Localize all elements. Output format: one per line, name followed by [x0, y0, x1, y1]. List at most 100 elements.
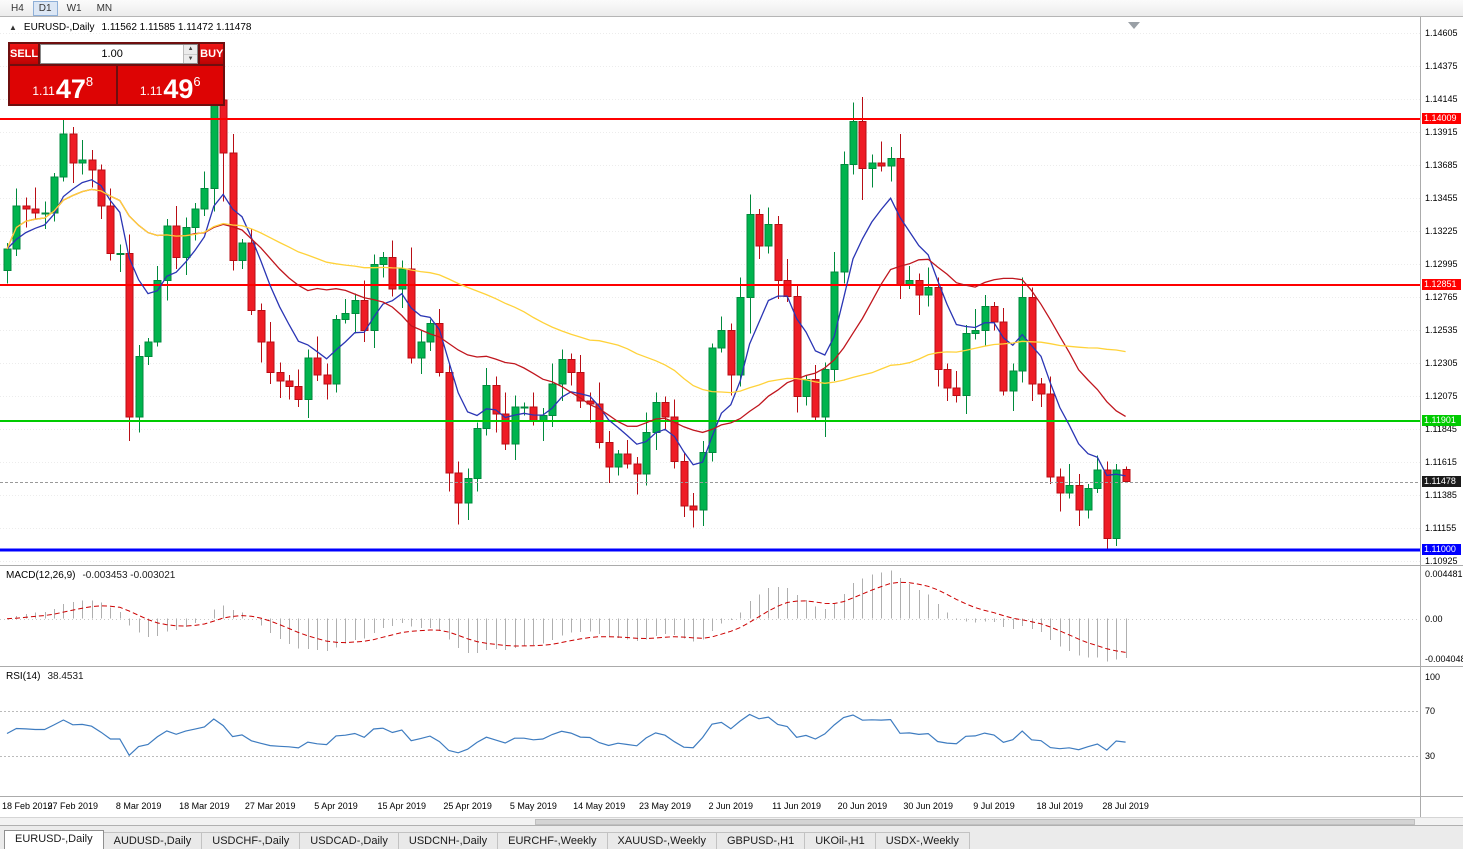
- chart-tab[interactable]: USDCHF-,Daily: [201, 832, 301, 849]
- price-scale-label: 1.14375: [1425, 61, 1458, 72]
- time-scale-label: 5 Apr 2019: [314, 801, 358, 811]
- price-scale-label: 1.12535: [1425, 325, 1458, 336]
- volume-increase-button[interactable]: ▲: [184, 45, 198, 55]
- chart-ohlc-values: 1.11562 1.11585 1.11472 1.11478: [101, 22, 252, 33]
- candles-layer: [3, 83, 1131, 549]
- time-scale-label: 8 Mar 2019: [115, 801, 162, 811]
- macd-scale-label: 0.004481: [1425, 569, 1463, 579]
- timeframe-button-d1[interactable]: D1: [32, 0, 58, 16]
- sell-price-small: 1.11: [32, 84, 55, 98]
- chart-tab[interactable]: UKOil-,H1: [804, 832, 876, 849]
- one-click-quote-row: 1.11 47 8 1.11 49 6: [10, 66, 223, 104]
- chart-tab[interactable]: EURCHF-,Weekly: [497, 832, 608, 849]
- price-scale-label: 1.11615: [1425, 456, 1457, 467]
- rsi-scale-label: 70: [1425, 705, 1436, 716]
- price-scale-label: 1.12765: [1425, 292, 1458, 303]
- price-scale-label: 1.14605: [1425, 28, 1458, 39]
- pane-separator: [0, 666, 1463, 667]
- timeframe-button-h4[interactable]: H4: [11, 2, 24, 14]
- buy-price-sup: 6: [193, 74, 201, 89]
- horizontal-level-lines: [0, 118, 1421, 552]
- rsi-header: RSI(14) 38.4531: [6, 671, 84, 682]
- level-price-tag: 1.11901: [1422, 414, 1461, 426]
- time-scale-label: 18 Jul 2019: [1036, 801, 1084, 811]
- time-scale-label: 30 Jun 2019: [903, 801, 953, 811]
- price-scale-label: 1.14145: [1425, 94, 1458, 105]
- time-scale[interactable]: 18 Feb 2019 27 Feb 2019 8 Mar 2019 18 Mar 2…: [0, 797, 1421, 817]
- level-price-tag: 1.14009: [1422, 112, 1461, 124]
- level-price-tag: 1.12851: [1422, 278, 1461, 290]
- chart-caption: ▲ EURUSD-,Daily 1.11562 1.11585 1.11472 …: [9, 22, 251, 33]
- macd-pane-canvas[interactable]: [0, 566, 1421, 666]
- time-scale-label: 2 Jun 2019: [708, 801, 754, 811]
- bid-price-tag: 1.11478: [1422, 475, 1461, 487]
- volume-decrease-button[interactable]: ▼: [184, 54, 198, 63]
- sell-quote-button[interactable]: 1.11 47 8: [10, 66, 116, 104]
- macd-signal-line: [6, 581, 1126, 653]
- sell-button[interactable]: SELL: [10, 44, 39, 64]
- price-scale-label: 1.12995: [1425, 259, 1458, 270]
- sell-price-big: 47: [55, 74, 86, 105]
- price-scale-label: 1.12075: [1425, 391, 1458, 401]
- spin-up-icon: ▲: [187, 46, 194, 53]
- time-scale-label: 28 Jul 2019: [1102, 801, 1149, 811]
- time-scale-label: 27 Feb 2019: [47, 801, 99, 811]
- buy-quote-button[interactable]: 1.11 49 6: [117, 66, 223, 105]
- time-scale-label: 20 Jun 2019: [837, 801, 888, 811]
- ma-line: [6, 188, 1126, 394]
- price-scale-label: 1.13455: [1425, 193, 1458, 204]
- scrollbar-thumb[interactable]: [535, 819, 1415, 825]
- price-scale-label: 1.11155: [1425, 522, 1457, 533]
- spin-down-icon: ▼: [187, 55, 194, 62]
- time-scale-label: 23 May 2019: [638, 801, 692, 811]
- chart-symbol-title: EURUSD-,Daily: [23, 22, 95, 33]
- rsi-pane-canvas[interactable]: [0, 667, 1421, 796]
- price-scale-label: 1.13915: [1425, 127, 1458, 138]
- time-scale-label: 14 May 2019: [573, 801, 626, 811]
- timeframe-button-w1[interactable]: W1: [66, 2, 82, 14]
- time-scale-label: 15 Apr 2019: [377, 801, 427, 811]
- rsi-header-label: RSI(14): [6, 671, 41, 682]
- rsi-header-value: 38.4531: [47, 671, 84, 682]
- price-scale[interactable]: 1.14605 1.14375 1.14145 1.13915 1.13685 1.134…: [1421, 0, 1463, 817]
- time-scale-label: 9 Jul 2019: [973, 801, 1015, 811]
- chart-tab[interactable]: AUDUSD-,Daily: [102, 832, 203, 849]
- time-scale-label: 27 Mar 2019: [244, 801, 296, 811]
- rsi-scale-label: 30: [1425, 751, 1436, 762]
- price-scale-separator: [1420, 17, 1421, 817]
- chart-tab[interactable]: EURUSD-,Daily: [4, 830, 104, 849]
- chart-tab[interactable]: USDX-,Weekly: [874, 832, 970, 849]
- time-scale-label: 5 May 2019: [509, 801, 557, 811]
- timeframe-toolbar: H4 D1 W1 MN: [0, 0, 1463, 17]
- one-click-trading-panel: SELL ▲ ▼ BUY 1.11 47 8 1.11 49 6: [8, 42, 225, 106]
- price-chart-canvas[interactable]: [0, 17, 1421, 565]
- horizontal-scrollbar[interactable]: [0, 817, 1463, 825]
- time-scale-label: 18 Mar 2019: [179, 801, 230, 811]
- chart-tab[interactable]: XAUUSD-,Weekly: [606, 832, 717, 849]
- price-scale-label: 1.13225: [1425, 226, 1458, 237]
- time-scale-label: 25 Apr 2019: [443, 801, 492, 811]
- volume-field: ▲ ▼: [40, 44, 199, 64]
- one-click-toggle-icon[interactable]: ▲: [9, 23, 17, 32]
- macd-scale-label: 0.00: [1425, 613, 1443, 624]
- macd-header-values: -0.003453 -0.003021: [82, 570, 176, 581]
- level-price-tag: 1.11000: [1422, 544, 1461, 556]
- time-scale-label: 18 Feb 2019: [2, 801, 53, 811]
- one-click-top-row: SELL ▲ ▼ BUY: [10, 44, 224, 64]
- chart-tab[interactable]: USDCNH-,Daily: [397, 832, 499, 849]
- rsi-scale-label: 100: [1425, 672, 1441, 682]
- chart-tab[interactable]: GBPUSD-,H1: [715, 832, 806, 849]
- volume-input[interactable]: [41, 45, 184, 63]
- buy-price-big: 49: [163, 74, 194, 105]
- price-scale-label: 1.11845: [1425, 424, 1457, 434]
- chart-tab-bar: EURUSD-,Daily AUDUSD-,Daily USDCHF-,Daily U…: [0, 825, 1463, 849]
- price-scale-label: 1.11385: [1425, 489, 1457, 500]
- chart-shift-icon[interactable]: [1128, 22, 1140, 29]
- ma-line: [6, 179, 1126, 477]
- buy-button[interactable]: BUY: [200, 44, 224, 64]
- timeframe-button-mn[interactable]: MN: [96, 2, 113, 14]
- buy-price-small: 1.11: [139, 84, 163, 98]
- macd-header-label: MACD(12,26,9): [6, 570, 76, 581]
- chart-tab[interactable]: USDCAD-,Daily: [299, 832, 399, 849]
